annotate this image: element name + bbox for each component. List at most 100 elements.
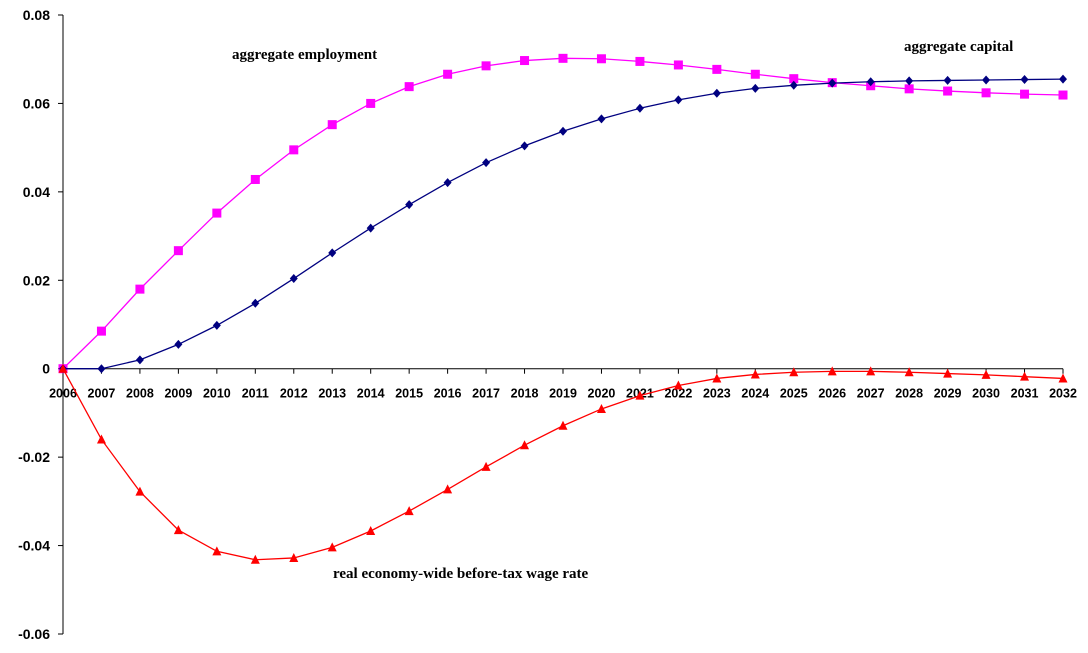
- x-tick-label: 2006: [49, 387, 77, 401]
- wage-point: [596, 403, 606, 413]
- employment-point: [981, 88, 991, 98]
- capital-point: [482, 158, 491, 168]
- wage-point: [443, 484, 453, 494]
- x-tick-label: 2014: [357, 387, 385, 401]
- x-tick-label: 2020: [588, 387, 616, 401]
- y-tick-label: -0.04: [18, 538, 50, 554]
- y-tick-label: -0.02: [18, 449, 50, 465]
- x-tick-label: 2022: [664, 387, 692, 401]
- wage-point: [58, 363, 68, 373]
- wage-point: [673, 380, 683, 390]
- employment-point: [212, 208, 222, 218]
- capital-point: [597, 114, 606, 124]
- x-tick-label: 2029: [934, 387, 962, 401]
- employment-point: [404, 82, 414, 92]
- series-labels: aggregate employment aggregate capital r…: [232, 39, 1013, 582]
- capital-point: [1020, 75, 1029, 85]
- capital-point: [559, 126, 567, 136]
- x-tick-label: 2013: [318, 387, 346, 401]
- capital-point: [982, 75, 991, 85]
- series-group: [58, 53, 1068, 564]
- y-ticks: 0.08 0.06 0.04 0.02 0 -0.02 -0.04 -0.06: [18, 7, 63, 642]
- wage-point: [750, 369, 760, 379]
- wage-point: [904, 367, 914, 377]
- capital-point: [289, 274, 298, 284]
- wage-point: [327, 542, 337, 552]
- x-tick-label: 2032: [1049, 387, 1077, 401]
- employment-point: [135, 284, 145, 294]
- employment-point: [673, 60, 683, 70]
- capital-point: [405, 200, 414, 210]
- x-tick-label: 2018: [511, 387, 539, 401]
- wage-point: [250, 554, 260, 564]
- employment-point: [327, 120, 337, 130]
- capital-point: [97, 364, 106, 374]
- y-tick-label: 0.04: [23, 184, 50, 200]
- y-tick-label: 0.02: [23, 272, 50, 288]
- x-tick-label: 2028: [895, 387, 923, 401]
- employment-point: [943, 86, 953, 96]
- wage-point: [289, 552, 299, 562]
- wage-point: [1058, 373, 1068, 383]
- employment-point: [596, 54, 606, 64]
- employment-point: [1058, 90, 1068, 100]
- capital-point: [712, 88, 721, 98]
- employment-point: [904, 84, 914, 94]
- x-tick-label: 2026: [818, 387, 846, 401]
- y-tick-label: 0.06: [23, 95, 50, 111]
- x-tick-label: 2024: [741, 387, 769, 401]
- wage-point: [981, 369, 991, 379]
- x-tick-label: 2030: [972, 387, 1000, 401]
- wage-point: [943, 368, 953, 378]
- wage-series: [58, 363, 1068, 564]
- capital-series: [59, 74, 1067, 374]
- capital-point: [1059, 74, 1067, 84]
- employment-point: [789, 74, 799, 84]
- x-tick-label: 2016: [434, 387, 462, 401]
- x-tick-label: 2023: [703, 387, 731, 401]
- wage-point: [96, 434, 106, 444]
- x-tick-label: 2007: [88, 387, 116, 401]
- wage-point: [827, 366, 837, 376]
- employment-point: [366, 98, 376, 108]
- wage-series-label: real economy-wide before-tax wage rate: [333, 566, 589, 582]
- x-tick-label: 2019: [549, 387, 577, 401]
- y-tick-label: -0.06: [18, 626, 50, 642]
- capital-point: [212, 320, 221, 330]
- wage-point: [789, 367, 799, 377]
- wage-point: [520, 440, 530, 450]
- x-tick-label: 2011: [242, 387, 269, 401]
- wage-point: [212, 546, 222, 556]
- capital-point: [789, 80, 798, 90]
- employment-series: [58, 53, 1068, 374]
- employment-point: [520, 56, 530, 66]
- wage-point: [366, 525, 376, 535]
- capital-point: [366, 223, 375, 233]
- wage-point: [481, 461, 491, 471]
- employment-point: [289, 145, 299, 155]
- employment-point: [96, 326, 106, 336]
- capital-point: [174, 339, 183, 349]
- capital-series-label: aggregate capital: [904, 39, 1013, 55]
- x-tick-label: 2031: [1011, 387, 1039, 401]
- capital-point: [251, 298, 260, 308]
- wage-point: [404, 506, 414, 516]
- x-ticks: 2006 2007 2008 2009 2010 2011 2012 2013 2014 2015…: [49, 368, 1077, 401]
- wage-point: [635, 390, 645, 400]
- x-tick-label: 2015: [395, 387, 423, 401]
- capital-point: [443, 178, 452, 188]
- capital-point: [905, 76, 914, 86]
- x-tick-label: 2008: [126, 387, 154, 401]
- employment-point: [481, 61, 491, 71]
- employment-point: [443, 69, 453, 79]
- employment-series-label: aggregate employment: [232, 47, 377, 63]
- capital-point: [828, 78, 837, 88]
- x-tick-label: 2025: [780, 387, 808, 401]
- employment-point: [250, 174, 260, 184]
- employment-point: [635, 56, 645, 66]
- employment-point: [712, 64, 722, 74]
- x-tick-label: 2017: [472, 387, 500, 401]
- wage-point: [173, 525, 183, 535]
- employment-point: [1020, 89, 1030, 99]
